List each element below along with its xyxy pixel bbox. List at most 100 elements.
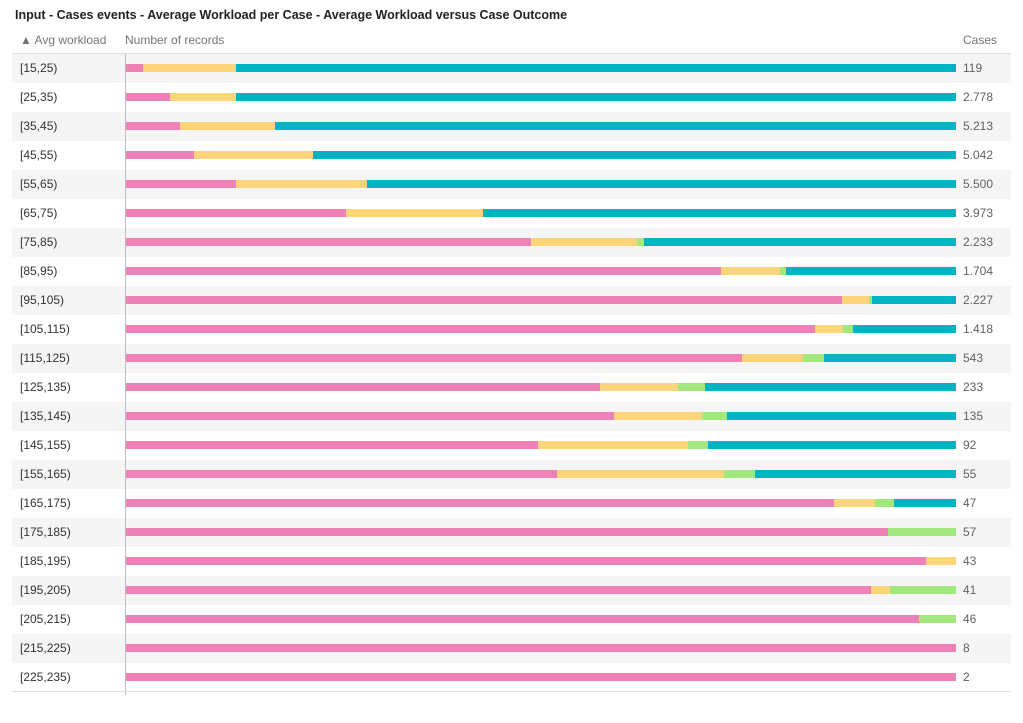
bar-segment[interactable] bbox=[705, 383, 956, 391]
value-axis-line bbox=[125, 54, 126, 695]
stacked-bar[interactable] bbox=[125, 64, 956, 72]
stacked-bar[interactable] bbox=[125, 528, 956, 536]
bar-segment[interactable] bbox=[125, 586, 872, 594]
bar-segment[interactable] bbox=[871, 586, 890, 594]
bar-segment[interactable] bbox=[125, 296, 843, 304]
bar-segment[interactable] bbox=[613, 412, 702, 420]
bar-segment[interactable] bbox=[833, 499, 876, 507]
bar-segment[interactable] bbox=[726, 412, 956, 420]
bar-segment[interactable] bbox=[889, 586, 956, 594]
stacked-bar[interactable] bbox=[125, 557, 956, 565]
bar-segment[interactable] bbox=[687, 441, 709, 449]
cases-count: 46 bbox=[963, 612, 977, 626]
bar-segment[interactable] bbox=[125, 383, 600, 391]
stacked-bar[interactable] bbox=[125, 296, 956, 304]
bar-segment[interactable] bbox=[169, 93, 237, 101]
bar-segment[interactable] bbox=[887, 528, 956, 536]
bar-segment[interactable] bbox=[346, 209, 484, 217]
bar-segment[interactable] bbox=[366, 180, 956, 188]
bar-segment[interactable] bbox=[779, 267, 787, 275]
stacked-bar[interactable] bbox=[125, 180, 956, 188]
bar-segment[interactable] bbox=[125, 64, 144, 72]
bar-segment[interactable] bbox=[274, 122, 956, 130]
stacked-bar[interactable] bbox=[125, 151, 956, 159]
stacked-bar[interactable] bbox=[125, 499, 956, 507]
stacked-bar[interactable] bbox=[125, 238, 956, 246]
sort-avg-workload-header[interactable]: ▲ Avg workload bbox=[20, 33, 107, 47]
bar-segment[interactable] bbox=[125, 441, 538, 449]
bar-segment[interactable] bbox=[720, 267, 780, 275]
bar-segment[interactable] bbox=[875, 499, 895, 507]
bar-segment[interactable] bbox=[125, 238, 531, 246]
bar-segment[interactable] bbox=[179, 122, 275, 130]
stacked-bar[interactable] bbox=[125, 615, 956, 623]
bar-segment[interactable] bbox=[599, 383, 678, 391]
bar-segment[interactable] bbox=[125, 354, 743, 362]
stacked-bar[interactable] bbox=[125, 673, 956, 681]
bar-segment[interactable] bbox=[125, 412, 614, 420]
bar-segment[interactable] bbox=[754, 470, 956, 478]
stacked-bar[interactable] bbox=[125, 441, 956, 449]
chart-row: [105,115) 1.418 bbox=[12, 315, 1011, 344]
bar-segment[interactable] bbox=[483, 209, 956, 217]
bar-segment[interactable] bbox=[530, 238, 637, 246]
bar-segment[interactable] bbox=[677, 383, 706, 391]
bar-segment[interactable] bbox=[852, 325, 956, 333]
bar-segment[interactable] bbox=[557, 470, 725, 478]
bar-segment[interactable] bbox=[636, 238, 644, 246]
bar-segment[interactable] bbox=[868, 296, 873, 304]
bar-segment[interactable] bbox=[823, 354, 956, 362]
stacked-bar[interactable] bbox=[125, 267, 956, 275]
bar-segment[interactable] bbox=[143, 64, 236, 72]
bar-segment[interactable] bbox=[193, 151, 313, 159]
category-label: [15,25) bbox=[20, 61, 58, 75]
bar-segment[interactable] bbox=[724, 470, 755, 478]
bar-segment[interactable] bbox=[125, 615, 919, 623]
stacked-bar[interactable] bbox=[125, 383, 956, 391]
bar-segment[interactable] bbox=[125, 180, 237, 188]
category-label: [85,95) bbox=[20, 264, 58, 278]
bar-segment[interactable] bbox=[125, 151, 194, 159]
bar-segment[interactable] bbox=[125, 528, 888, 536]
bar-segment[interactable] bbox=[742, 354, 804, 362]
bar-segment[interactable] bbox=[125, 267, 721, 275]
bar-segment[interactable] bbox=[125, 325, 815, 333]
stacked-bar[interactable] bbox=[125, 586, 956, 594]
bar-segment[interactable] bbox=[538, 441, 688, 449]
bar-segment[interactable] bbox=[312, 151, 956, 159]
bar-segment[interactable] bbox=[235, 64, 956, 72]
stacked-bar[interactable] bbox=[125, 209, 956, 217]
bar-segment[interactable] bbox=[125, 470, 558, 478]
stacked-bar[interactable] bbox=[125, 412, 956, 420]
stacked-bar[interactable] bbox=[125, 644, 956, 652]
bar-segment[interactable] bbox=[814, 325, 843, 333]
bar-segment[interactable] bbox=[236, 180, 367, 188]
stacked-bar[interactable] bbox=[125, 470, 956, 478]
bar-segment[interactable] bbox=[842, 325, 853, 333]
bar-segment[interactable] bbox=[125, 93, 170, 101]
bar-segment[interactable] bbox=[872, 296, 956, 304]
bar-segment[interactable] bbox=[708, 441, 956, 449]
bar-segment[interactable] bbox=[643, 238, 956, 246]
category-label: [75,85) bbox=[20, 235, 58, 249]
bar-segment[interactable] bbox=[125, 499, 834, 507]
bar-segment[interactable] bbox=[842, 296, 869, 304]
bar-segment[interactable] bbox=[786, 267, 956, 275]
bar-segment[interactable] bbox=[236, 93, 956, 101]
cases-count: 1.704 bbox=[963, 264, 994, 278]
bar-segment[interactable] bbox=[894, 499, 956, 507]
bar-segment[interactable] bbox=[125, 673, 956, 681]
bar-segment[interactable] bbox=[125, 209, 347, 217]
stacked-bar[interactable] bbox=[125, 93, 956, 101]
chart-row: [155,165) 55 bbox=[12, 460, 1011, 489]
bar-segment[interactable] bbox=[125, 122, 180, 130]
stacked-bar[interactable] bbox=[125, 122, 956, 130]
bar-segment[interactable] bbox=[803, 354, 824, 362]
bar-segment[interactable] bbox=[926, 557, 956, 565]
bar-segment[interactable] bbox=[918, 615, 956, 623]
bar-segment[interactable] bbox=[701, 412, 727, 420]
stacked-bar[interactable] bbox=[125, 354, 956, 362]
bar-segment[interactable] bbox=[125, 644, 956, 652]
stacked-bar[interactable] bbox=[125, 325, 956, 333]
bar-segment[interactable] bbox=[125, 557, 927, 565]
